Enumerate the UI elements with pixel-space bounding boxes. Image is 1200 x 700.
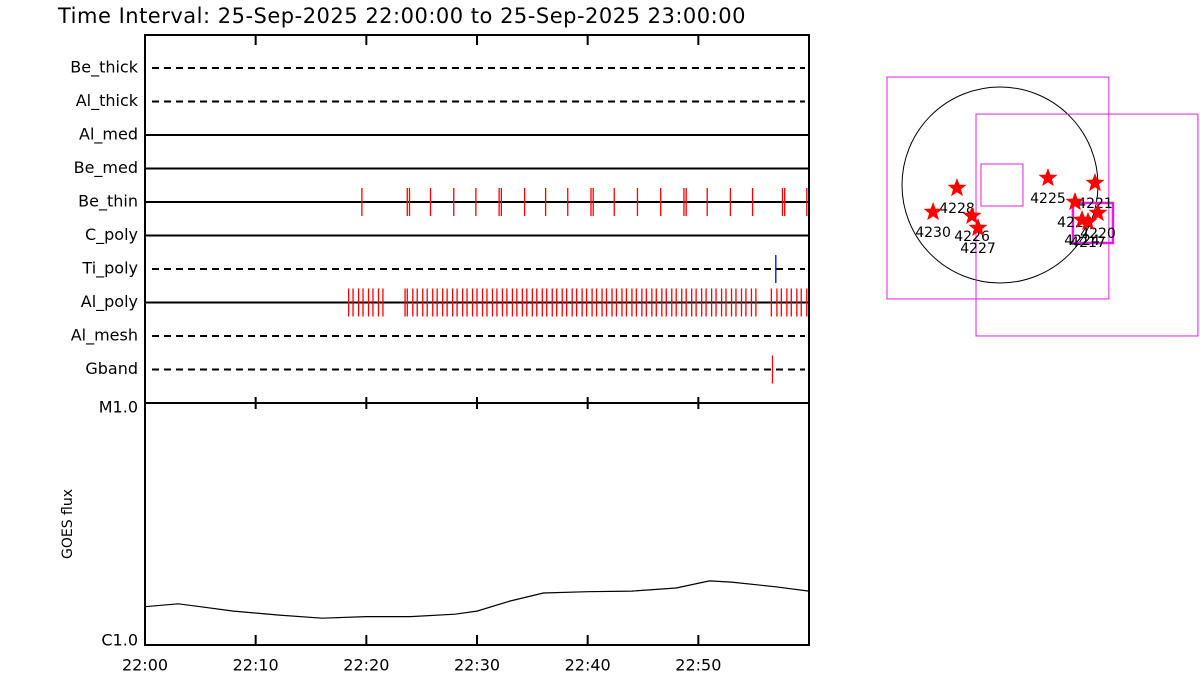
x-tick-label: 22:50 [675,656,721,675]
region-label: 4221 [1077,196,1113,212]
y-tick-label: M1.0 [99,398,138,417]
x-tick-label: 22:00 [122,656,168,675]
region-star [962,205,982,224]
region-star [968,218,988,237]
row-label: Gband [85,359,138,378]
region-star [1088,203,1108,221]
x-tick-label: 22:10 [233,656,279,675]
region-star [947,178,967,197]
region-label: 4227 [960,241,996,257]
row-label: Al_poly [81,292,138,312]
x-tick-label: 22:30 [454,656,500,675]
x-tick-label: 22:20 [343,656,389,675]
region-label: 4225 [1030,191,1066,207]
row-label: Be_med [74,158,138,178]
fov-box [980,163,1024,207]
row-label: Be_thin [78,192,138,212]
y-tick-label: C1.0 [101,631,138,650]
region-star [923,202,943,221]
y-axis-label: GOES flux [60,489,76,559]
region-star [1065,192,1085,211]
region-label: 4230 [915,225,951,241]
row-label: Al_mesh [71,326,138,346]
frame [144,34,810,646]
goes-curve [144,580,810,619]
row-label: Ti_poly [81,259,138,279]
region-star [1038,168,1058,187]
region-label: 4224 [1064,233,1100,249]
title: Time Interval: 25-Sep-2025 22:00:00 to 2… [57,4,746,28]
region-label: 4220 [1080,226,1116,242]
row-label: C_poly [85,225,138,245]
row-label: Al_med [79,125,138,145]
region-star [1085,173,1105,192]
x-tick-label: 22:40 [565,656,611,675]
region-label: 4217 [1070,235,1106,251]
fov-box [886,76,1110,300]
row-label: Al_thick [76,91,139,111]
solar-disk [901,86,1099,284]
row-label: Be_thick [70,58,138,78]
region-star [1078,211,1098,230]
fov-box [1071,201,1115,245]
